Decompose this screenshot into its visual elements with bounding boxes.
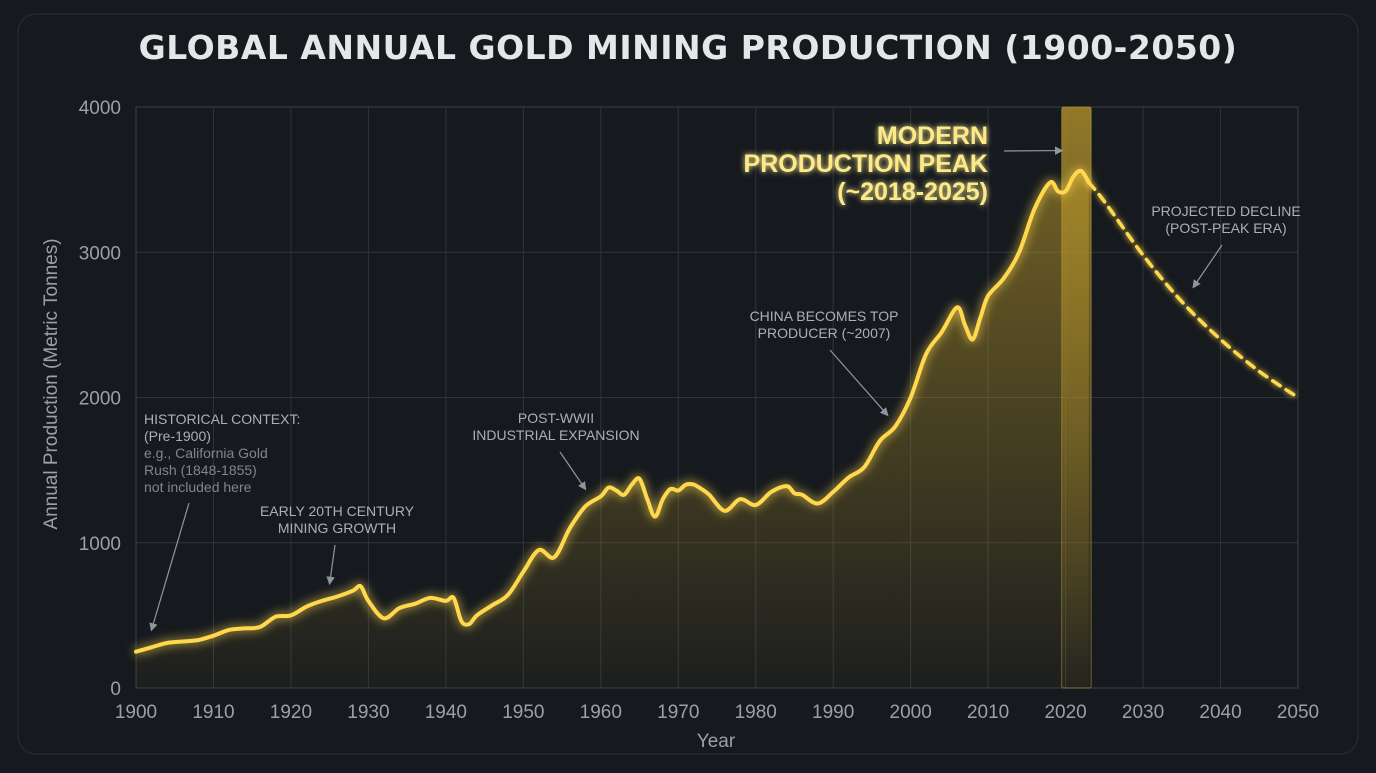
annotation-early20th-line-1: EARLY 20TH CENTURY	[260, 503, 415, 519]
x-tick-label-2020: 2020	[1044, 702, 1086, 723]
annotation-china-arrow	[830, 350, 887, 415]
x-tick-label-1950: 1950	[502, 702, 544, 723]
annotation-early20th-line-2: MINING GROWTH	[278, 520, 396, 536]
y-tick-label-2000: 2000	[79, 389, 121, 410]
annotation-projected: PROJECTED DECLINE(POST-PEAK ERA)	[1151, 203, 1300, 287]
chart-title: GLOBAL ANNUAL GOLD MINING PRODUCTION (19…	[0, 28, 1376, 67]
y-tick-label-4000: 4000	[79, 98, 121, 119]
x-axis-label: Year	[697, 731, 736, 752]
x-tick-label-1910: 1910	[192, 702, 234, 723]
annotation-historical-line-4: Rush (1848-1855)	[144, 462, 257, 478]
x-tick-label-1900: 1900	[115, 702, 157, 723]
x-tick-label-2040: 2040	[1199, 702, 1241, 723]
x-tick-label-1980: 1980	[735, 702, 777, 723]
annotation-peak-line-3: (~2018-2025)	[837, 178, 988, 206]
x-tick-label-1990: 1990	[812, 702, 854, 723]
annotation-projected-line-1: PROJECTED DECLINE	[1151, 203, 1300, 219]
x-tick-label-1940: 1940	[425, 702, 467, 723]
x-tick-label-1960: 1960	[580, 702, 622, 723]
annotation-historical-arrow	[151, 503, 189, 630]
y-tick-label-0: 0	[110, 679, 121, 700]
x-tick-label-2000: 2000	[890, 702, 932, 723]
annotation-china-line-2: PRODUCER (~2007)	[758, 325, 891, 341]
x-tick-label-2030: 2030	[1122, 702, 1164, 723]
x-tick-label-2010: 2010	[967, 702, 1009, 723]
annotation-historical-line-5: not included here	[144, 479, 252, 495]
x-tick-label-2050: 2050	[1277, 702, 1319, 723]
x-tick-label-1930: 1930	[347, 702, 389, 723]
y-axis-label: Annual Production (Metric Tonnes)	[41, 238, 62, 529]
annotation-historical-line-3: e.g., California Gold	[144, 445, 268, 461]
annotation-projected-arrow	[1193, 245, 1222, 287]
annotation-postwwii-line-2: INDUSTRIAL EXPANSION	[472, 427, 639, 443]
annotation-historical-line-2: (Pre-1900)	[144, 428, 211, 444]
annotation-postwwii-line-1: POST-WWII	[518, 410, 594, 426]
annotation-historical-line-1: HISTORICAL CONTEXT:	[144, 411, 300, 427]
y-tick-label-1000: 1000	[79, 534, 121, 555]
x-tick-label-1970: 1970	[657, 702, 699, 723]
y-tick-label-3000: 3000	[79, 243, 121, 264]
annotation-china-line-1: CHINA BECOMES TOP	[750, 308, 899, 324]
annotation-projected-line-2: (POST-PEAK ERA)	[1165, 220, 1286, 236]
annotation-peak-line-2: PRODUCTION PEAK	[744, 150, 988, 178]
annotation-postwwii-arrow	[560, 452, 585, 489]
annotation-historical: HISTORICAL CONTEXT:(Pre-1900)e.g., Calif…	[144, 411, 300, 630]
annotation-early20th-arrow	[330, 545, 335, 583]
x-tick-label-1920: 1920	[270, 702, 312, 723]
annotation-peak-line-1: MODERN	[877, 122, 988, 150]
